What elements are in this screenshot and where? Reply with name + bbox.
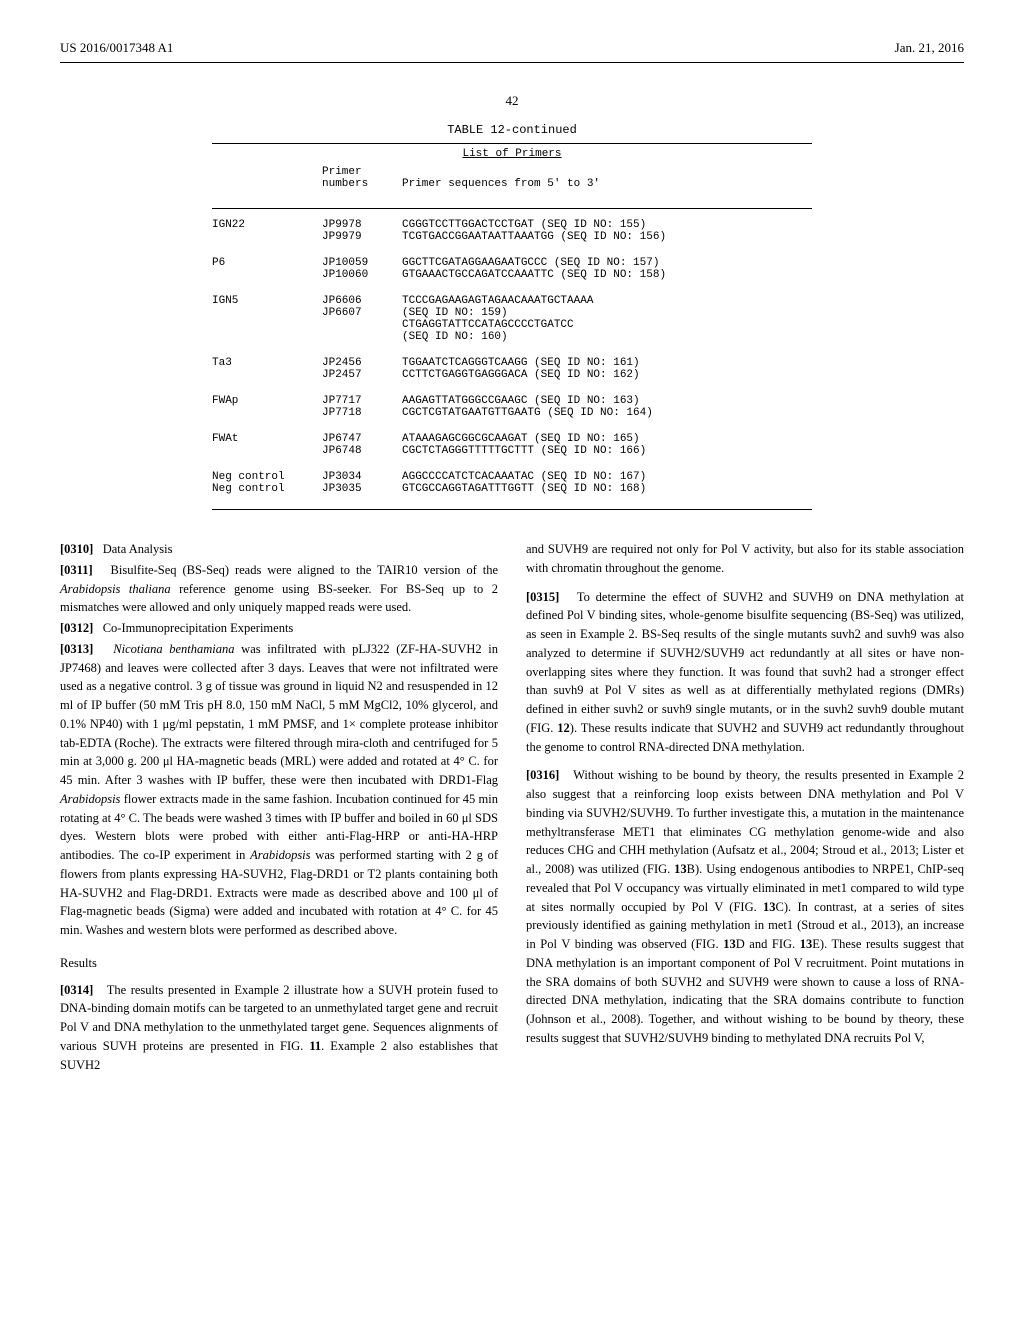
- para-0315: [0315] To determine the effect of SUVH2 …: [526, 588, 964, 757]
- primer-numbers: JP7717JP7718: [322, 395, 402, 419]
- para-0312: [0312] Co-Immunoprecipitation Experiment…: [60, 619, 498, 638]
- publication-number: US 2016/0017348 A1: [60, 40, 173, 56]
- publication-date: Jan. 21, 2016: [895, 40, 964, 56]
- results-header: Results: [60, 954, 498, 973]
- primers-table: List of Primers Primer numbers Primer se…: [212, 143, 812, 510]
- table-header-row: Primer numbers Primer sequences from 5' …: [212, 166, 812, 209]
- header-primer-line1: Primer: [322, 166, 402, 178]
- page-number: 42: [60, 93, 964, 109]
- primer-entry: IGN5JP6606JP6607TCCCGAGAAGAGTAGAACAAATGC…: [212, 295, 812, 343]
- primer-numbers: JP10059JP10060: [322, 257, 402, 281]
- header-primer-line2: numbers: [322, 178, 402, 190]
- header-divider: [60, 62, 964, 63]
- primer-entry: FWApJP7717JP7718AAGAGTTATGGGCCGAAGC (SEQ…: [212, 395, 812, 419]
- primer-sequences: AGGCCCCATCTCACAAATAC (SEQ ID NO: 167)GTC…: [402, 471, 812, 495]
- body-columns: [0310] Data Analysis [0311] Bisulfite-Se…: [60, 540, 964, 1076]
- primer-entry: Neg controlNeg controlJP3034JP3035AGGCCC…: [212, 471, 812, 495]
- header-sequences: Primer sequences from 5' to 3': [402, 178, 600, 190]
- primer-name: P6: [212, 257, 322, 281]
- left-column: [0310] Data Analysis [0311] Bisulfite-Se…: [60, 540, 498, 1076]
- primer-sequences: CGGGTCCTTGGACTCCTGAT (SEQ ID NO: 155)TCG…: [402, 219, 812, 243]
- primer-numbers: JP3034JP3035: [322, 471, 402, 495]
- para-0314-continued: and SUVH9 are required not only for Pol …: [526, 540, 964, 578]
- table-bottom-rule: [212, 509, 812, 510]
- para-0313: [0313] Nicotiana benthamiana was infiltr…: [60, 640, 498, 940]
- primer-name: Neg controlNeg control: [212, 471, 322, 495]
- para-0311: [0311] Bisulfite-Seq (BS-Seq) reads were…: [60, 561, 498, 617]
- primer-numbers: JP2456JP2457: [322, 357, 402, 381]
- page-header: US 2016/0017348 A1 Jan. 21, 2016: [60, 40, 964, 56]
- table-subtitle: List of Primers: [212, 148, 812, 160]
- primer-numbers: JP9978JP9979: [322, 219, 402, 243]
- table-title: TABLE 12-continued: [60, 123, 964, 137]
- primer-sequences: GGCTTCGATAGGAAGAATGCCC (SEQ ID NO: 157)G…: [402, 257, 812, 281]
- primer-name: Ta3: [212, 357, 322, 381]
- primer-entry: FWAtJP6747JP6748ATAAAGAGCGGCGCAAGAT (SEQ…: [212, 433, 812, 457]
- table-top-rule: [212, 143, 812, 144]
- primer-name: IGN22: [212, 219, 322, 243]
- primer-entry: P6JP10059JP10060GGCTTCGATAGGAAGAATGCCC (…: [212, 257, 812, 281]
- primer-numbers: JP6606JP6607: [322, 295, 402, 343]
- primer-sequences: AAGAGTTATGGGCCGAAGC (SEQ ID NO: 163)CGCT…: [402, 395, 812, 419]
- primer-numbers: JP6747JP6748: [322, 433, 402, 457]
- primer-name: FWAt: [212, 433, 322, 457]
- para-0310: [0310] Data Analysis: [60, 540, 498, 559]
- primer-entry: Ta3JP2456JP2457TGGAATCTCAGGGTCAAGG (SEQ …: [212, 357, 812, 381]
- primer-sequences: ATAAAGAGCGGCGCAAGAT (SEQ ID NO: 165)CGCT…: [402, 433, 812, 457]
- primer-sequences: TCCCGAGAAGAGTAGAACAAATGCTAAAA(SEQ ID NO:…: [402, 295, 812, 343]
- para-0316: [0316] Without wishing to be bound by th…: [526, 766, 964, 1047]
- primer-sequences: TGGAATCTCAGGGTCAAGG (SEQ ID NO: 161)CCTT…: [402, 357, 812, 381]
- para-0314: [0314] The results presented in Example …: [60, 981, 498, 1075]
- primer-entry: IGN22JP9978JP9979CGGGTCCTTGGACTCCTGAT (S…: [212, 219, 812, 243]
- primer-name: FWAp: [212, 395, 322, 419]
- primer-name: IGN5: [212, 295, 322, 343]
- right-column: and SUVH9 are required not only for Pol …: [526, 540, 964, 1076]
